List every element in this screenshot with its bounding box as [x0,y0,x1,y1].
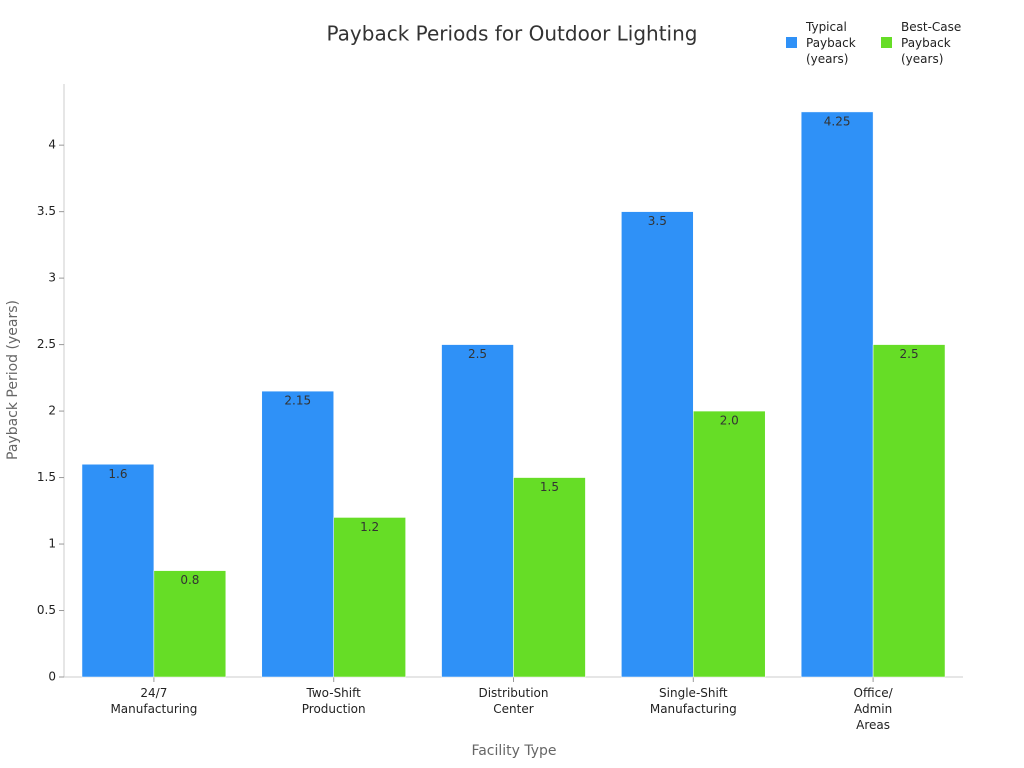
value-label: 4.25 [824,114,851,128]
x-tick-label: 24/7 Manufacturing [110,686,198,716]
y-tick-label: 1.5 [37,470,56,484]
bar [872,344,946,678]
y-tick-label: 2.5 [37,337,56,351]
bar [81,464,155,678]
y-tick-label: 4 [48,138,56,152]
y-axis-label: Payback Period (years) [5,300,21,460]
value-label: 1.2 [360,520,379,534]
value-label: 3.5 [648,214,667,228]
value-label: 1.6 [108,467,127,481]
y-tick-label: 0 [48,670,56,684]
bar [333,517,406,678]
legend-label: Typical Payback (years) [806,20,856,66]
bar [621,211,694,678]
bar [693,410,766,678]
value-label: 2.5 [468,347,487,361]
y-tick-label: 2 [48,404,56,418]
y-tick-label: 3 [48,271,56,285]
bar [441,344,514,678]
legend-swatch [881,37,892,48]
y-tick-label: 1 [48,537,56,551]
value-label: 2.5 [900,347,919,361]
value-label: 2.0 [720,414,739,428]
x-tick-label: Office/ Admin Areas [853,686,893,732]
legend-swatch [786,37,797,48]
x-tick-label: Distribution Center [478,686,549,716]
value-label: 0.8 [180,573,199,587]
bar [261,390,334,678]
value-label: 1.5 [540,480,559,494]
x-tick-label: Two-Shift Production [301,686,366,716]
x-tick-label: Single-Shift Manufacturing [649,686,737,716]
bar [513,477,586,678]
value-label: 2.15 [284,394,311,408]
y-tick-label: 3.5 [37,204,56,218]
chart-title: Payback Periods for Outdoor Lighting [327,22,698,46]
x-axis-label: Facility Type [471,743,556,759]
bar [800,111,874,678]
legend-label: Best-Case Payback (years) [901,20,962,66]
bar [153,570,227,678]
y-tick-label: 0.5 [37,603,56,617]
